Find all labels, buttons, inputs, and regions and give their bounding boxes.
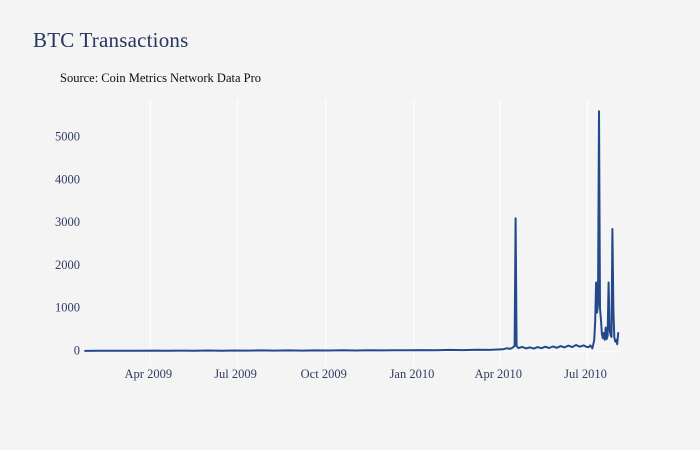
x-axis-tick-label: Apr 2009: [125, 367, 173, 381]
x-axis-tick-label: Oct 2009: [301, 367, 347, 381]
x-axis-tick-label: Jan 2010: [390, 367, 435, 381]
series-layer: [84, 110, 620, 352]
gridlines-layer: [85, 99, 621, 366]
chart-source-subtitle: Source: Coin Metrics Network Data Pro: [60, 71, 262, 85]
x-axis-tick-label: Jul 2010: [564, 367, 607, 381]
y-axis-tick-label: 0: [74, 344, 80, 358]
x-axis-labels-layer: Apr 2009 Jul 2009 Oct 2009 Jan 2010 Apr 2010…: [125, 367, 607, 381]
y-axis-tick-label: 1000: [55, 301, 80, 315]
y-axis-tick-label: 5000: [55, 130, 80, 144]
y-axis-tick-label: 4000: [55, 172, 80, 186]
x-axis-tick-label: Jul 2009: [214, 367, 257, 381]
y-axis-labels-layer: 0 1000 2000 3000 4000 5000: [55, 130, 80, 358]
x-axis-tick-label: Apr 2010: [474, 367, 522, 381]
y-axis-tick-label: 3000: [55, 215, 80, 229]
chart-title: BTC Transactions: [33, 28, 189, 52]
y-axis-tick-label: 2000: [55, 258, 80, 272]
data-line-btc-transactions: [84, 110, 620, 352]
